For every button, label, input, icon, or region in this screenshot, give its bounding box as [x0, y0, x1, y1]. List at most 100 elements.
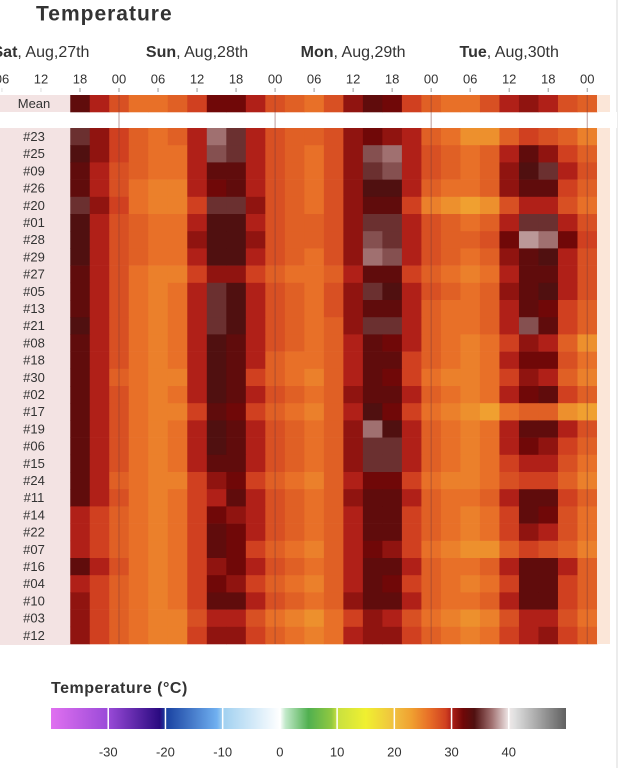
- heat-cell: [557, 95, 578, 113]
- heat-cell: [206, 145, 227, 163]
- heat-cell: [148, 214, 169, 232]
- heat-cell: [323, 214, 344, 232]
- heat-cell: [323, 489, 344, 507]
- heat-cell: [440, 368, 461, 387]
- heat-cell: [304, 592, 325, 610]
- heat-cell: [226, 454, 247, 473]
- heat-cell: [187, 265, 208, 284]
- heat-cell: [557, 282, 578, 301]
- heat-cell: [343, 179, 364, 198]
- heat-cell: [538, 558, 559, 576]
- heat-cell: [245, 489, 266, 507]
- heat-cell: [343, 282, 364, 301]
- heat-cell: [499, 386, 520, 404]
- heat-cell: [167, 368, 188, 387]
- heat-cell: [245, 196, 266, 215]
- heat-cell: [382, 145, 403, 163]
- heat-cell: [70, 472, 91, 490]
- heat-cell: [284, 489, 305, 507]
- heat-cell: [304, 626, 325, 645]
- heat-cell: [401, 162, 422, 180]
- heat-cell: [206, 95, 227, 113]
- heat-cell: [323, 95, 344, 113]
- heat-cell: [323, 558, 344, 576]
- heat-cell: [323, 179, 344, 198]
- heat-cell: [362, 472, 383, 490]
- heat-cell: [362, 454, 383, 473]
- heat-cell: [343, 558, 364, 576]
- heat-cell: [148, 403, 169, 421]
- heat-cell: [557, 506, 578, 524]
- heat-cell: [499, 506, 520, 524]
- heat-cell: [70, 248, 91, 266]
- heat-cell: [70, 196, 91, 215]
- heat-cell: [479, 575, 500, 593]
- heat-cell: [304, 386, 325, 404]
- heat-cell: [440, 351, 461, 370]
- heat-cell: [460, 403, 481, 421]
- heat-cell: [148, 420, 169, 438]
- heat-cell: [245, 575, 266, 593]
- heat-cell: [284, 506, 305, 524]
- heat-cell: [304, 523, 325, 542]
- heat-cell: [518, 489, 539, 507]
- x-tick-label: 12: [190, 71, 204, 86]
- heat-cell: [284, 214, 305, 232]
- heat-cell: [70, 368, 91, 387]
- heat-cell: [226, 128, 247, 146]
- heat-cell: [460, 626, 481, 645]
- heat-cell: [382, 454, 403, 473]
- heat-cell: [538, 300, 559, 318]
- heat-cell: [362, 626, 383, 645]
- heat-cell: [479, 351, 500, 370]
- day-date: , Aug,30th: [487, 44, 559, 61]
- heat-cell: [70, 575, 91, 593]
- heat-cell: [518, 472, 539, 490]
- heat-cell: [401, 282, 422, 301]
- heat-cell: [89, 626, 110, 645]
- heat-cell: [167, 386, 188, 404]
- heat-cell: [206, 454, 227, 473]
- day-label: Sat, Aug,27th: [0, 44, 89, 61]
- heat-cell: [245, 179, 266, 198]
- heat-cell: [343, 300, 364, 318]
- heat-cell: [128, 214, 149, 232]
- heat-cell: [499, 179, 520, 198]
- heat-cell: [304, 489, 325, 507]
- heat-cell: [245, 472, 266, 490]
- heat-cell: [206, 472, 227, 490]
- heat-cell: [460, 540, 481, 559]
- heat-cell: [128, 368, 149, 387]
- heat-cell: [167, 592, 188, 610]
- heat-cell: [401, 540, 422, 559]
- heat-cell: [206, 609, 227, 628]
- heat-cell: [557, 489, 578, 507]
- x-tick-label: 18: [229, 71, 243, 86]
- heat-cell: [499, 351, 520, 370]
- heat-cell: [382, 162, 403, 180]
- heat-cell: [343, 609, 364, 628]
- heat-cell: [401, 454, 422, 473]
- heat-cell: [382, 179, 403, 198]
- heat-cell: [226, 472, 247, 490]
- heat-cell: [226, 386, 247, 404]
- heat-cell: [70, 403, 91, 421]
- heat-cell: [304, 368, 325, 387]
- heat-cell: [70, 386, 91, 404]
- heat-cell: [70, 506, 91, 524]
- heat-cell: [401, 558, 422, 576]
- heat-cell: [362, 265, 383, 284]
- heat-cell: [323, 128, 344, 146]
- heat-cell: [245, 145, 266, 163]
- heat-cell: [401, 489, 422, 507]
- heat-cell: [226, 334, 247, 352]
- heat-cell: [557, 558, 578, 576]
- heat-cell: [206, 626, 227, 645]
- heat-cell: [206, 506, 227, 524]
- heat-cell: [557, 162, 578, 180]
- heat-cell: [187, 179, 208, 198]
- heat-cell: [128, 248, 149, 266]
- heat-cell: [304, 282, 325, 301]
- heat-cell: [538, 351, 559, 370]
- heat-cell: [206, 437, 227, 456]
